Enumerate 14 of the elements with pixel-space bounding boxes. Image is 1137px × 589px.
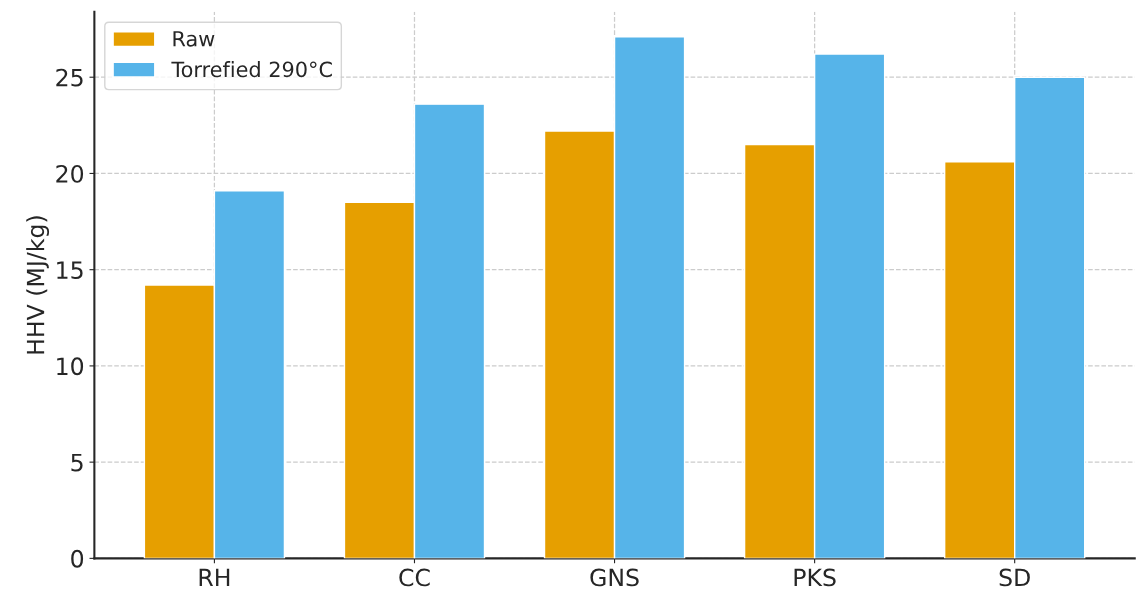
x-tick-label: SD	[999, 568, 1030, 587]
y-tick-label: 15	[57, 261, 83, 279]
y-tick-label: 10	[57, 357, 84, 376]
legend-label: Torrefied 290°C	[171, 61, 332, 78]
y-tick-label: 20	[56, 164, 84, 183]
y-tick-label: 0	[71, 549, 84, 568]
legend-label: Raw	[173, 31, 215, 47]
x-tick-label: CC	[399, 568, 430, 587]
y-tick-label: 5	[71, 453, 83, 472]
x-tick-label: GNS	[590, 568, 639, 587]
x-tick-label: RH	[199, 568, 230, 587]
x-tick-label: PKS	[794, 568, 836, 587]
y-tick-label: 25	[56, 68, 83, 87]
y-axis-title: HHV (MJ/kg)	[26, 216, 50, 354]
